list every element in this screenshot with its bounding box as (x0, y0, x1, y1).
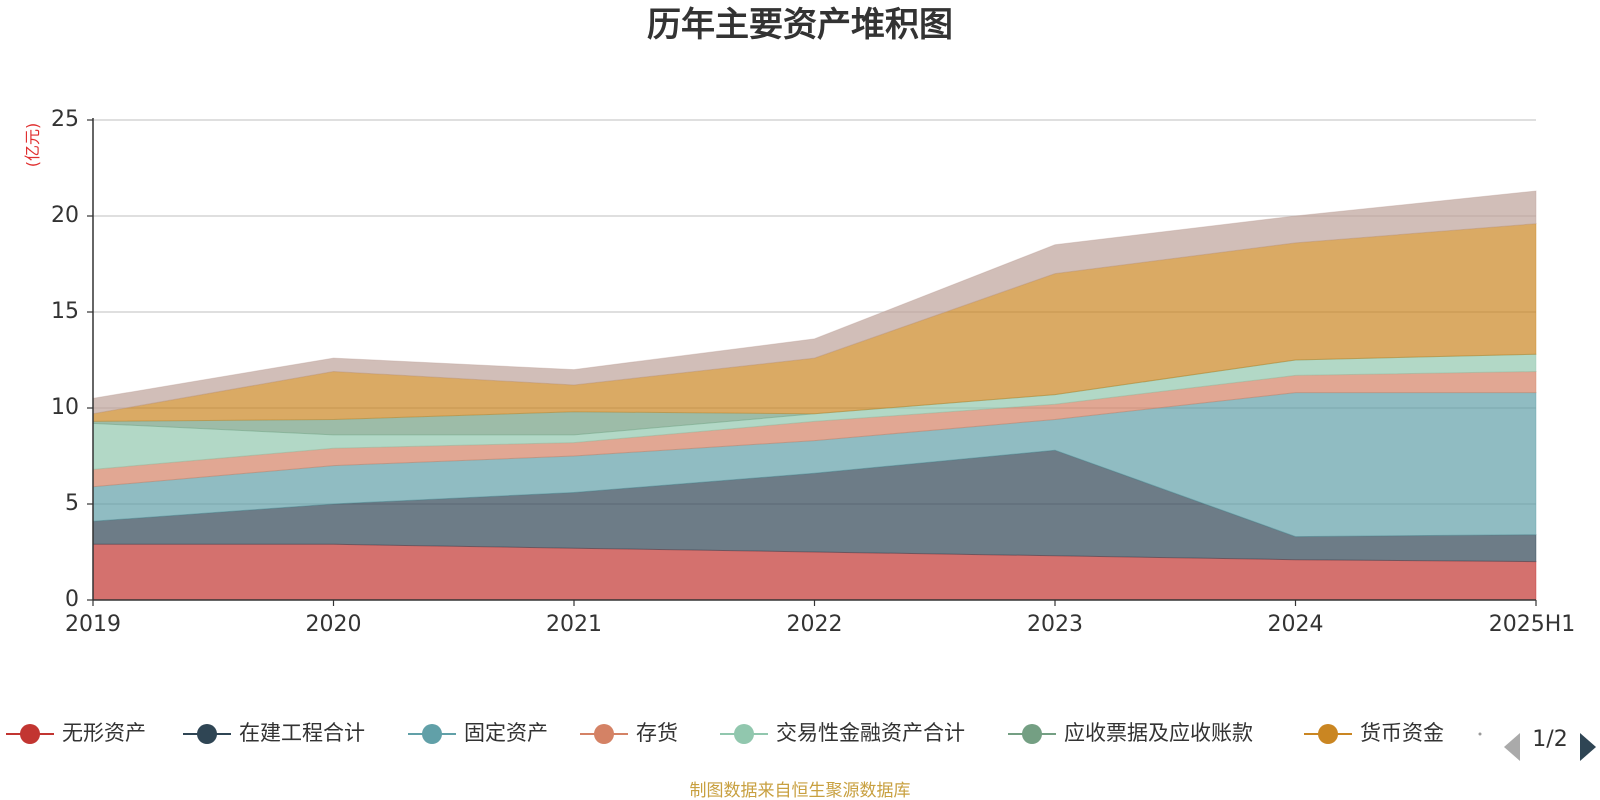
y-tick-label: 0 (65, 587, 79, 612)
legend-prev-page-icon[interactable] (1504, 733, 1520, 761)
legend-page-indicator: 1/2 (1532, 727, 1567, 752)
y-tick-label: 15 (51, 299, 79, 324)
x-tick-label: 2023 (1027, 612, 1083, 637)
y-tick-label: 10 (51, 395, 79, 420)
legend: 无形资产 在建工程合计 固定资产 存货 交易性金融资产合计 应收票据及应收账款 货币资金 (6, 721, 1482, 745)
y-tick-label: 25 (51, 107, 79, 132)
legend-overflow-dot (1478, 732, 1482, 736)
y-tick-label: 20 (51, 203, 79, 228)
legend-item-5[interactable]: 应收票据及应收账款 (1008, 721, 1253, 745)
legend-pager: 1/2 (1504, 727, 1596, 761)
legend-item-4[interactable]: 交易性金融资产合计 (720, 721, 965, 745)
legend-item-1[interactable]: 在建工程合计 (183, 721, 365, 745)
x-tick-label: 2025H1 (1489, 612, 1576, 637)
legend-label: 固定资产 (464, 721, 548, 745)
legend-marker-icon (422, 724, 442, 744)
area-series-1[interactable] (92, 449, 1537, 563)
legend-item-6[interactable]: 货币资金 (1304, 721, 1444, 745)
legend-label: 应收票据及应收账款 (1064, 721, 1253, 745)
y-tick-label: 5 (65, 491, 79, 516)
legend-label: 在建工程合计 (239, 721, 365, 745)
legend-marker-icon (1318, 724, 1338, 744)
area-series-group (92, 190, 1537, 601)
legend-item-3[interactable]: 存货 (580, 721, 678, 745)
legend-marker-icon (734, 724, 754, 744)
legend-next-page-icon[interactable] (1580, 733, 1596, 761)
chart-title: 历年主要资产堆积图 (647, 5, 953, 45)
legend-marker-icon (1022, 724, 1042, 744)
legend-marker-icon (594, 724, 614, 744)
x-tick-labels: 2019 2020 2021 2022 2023 2024 2025H1 (65, 600, 1575, 637)
x-tick-label: 2021 (546, 612, 602, 637)
legend-item-2[interactable]: 固定资产 (408, 721, 548, 745)
x-tick-label: 2020 (306, 612, 362, 637)
data-source-note: 制图数据来自恒生聚源数据库 (690, 781, 911, 800)
area-series-2[interactable] (92, 392, 1537, 538)
y-tick-labels: 0 5 10 15 20 25 (51, 107, 93, 612)
legend-label: 无形资产 (62, 721, 146, 745)
x-tick-label: 2022 (787, 612, 843, 637)
area-series-7[interactable] (92, 190, 1537, 415)
y-axis-unit: (亿元) (23, 123, 42, 168)
legend-label: 交易性金融资产合计 (776, 721, 965, 745)
x-tick-label: 2019 (65, 612, 121, 637)
legend-item-0[interactable]: 无形资产 (6, 721, 146, 745)
legend-marker-icon (20, 724, 40, 744)
legend-label: 货币资金 (1360, 721, 1444, 745)
area-series-4[interactable] (92, 353, 1537, 470)
legend-marker-icon (197, 724, 217, 744)
x-tick-label: 2024 (1268, 612, 1324, 637)
legend-label: 存货 (636, 721, 678, 745)
